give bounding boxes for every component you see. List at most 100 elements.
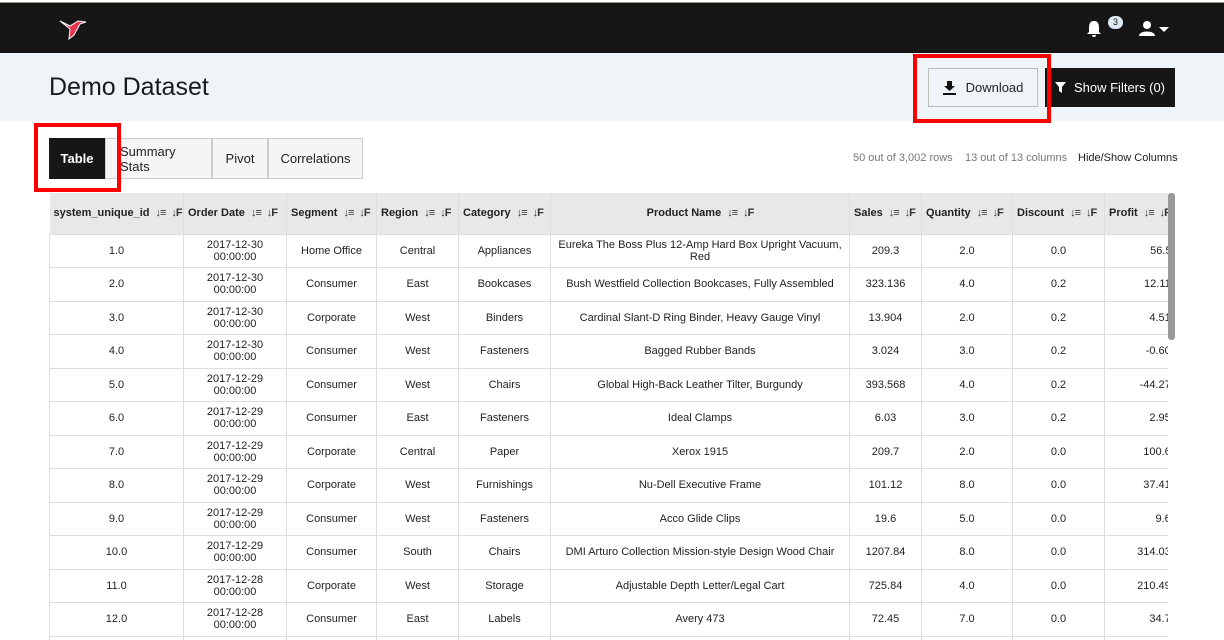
column-header[interactable]: Category ↓≡ ↓F xyxy=(458,193,551,234)
table-cell: 2017-12-29 00:00:00 xyxy=(183,535,287,570)
table-cell: 2017-12-29 00:00:00 xyxy=(183,468,287,503)
table-cell: Fasteners xyxy=(458,401,551,436)
table-cell: 1207.84 xyxy=(849,535,922,570)
table-row: 1.0 2017-12-30 00:00:00 Home Office Central… xyxy=(49,233,1168,268)
table-cell: -44.2764 xyxy=(1104,367,1168,402)
table-cell: 13.904 xyxy=(849,300,922,335)
column-header[interactable]: Quantity ↓≡ ↓F xyxy=(921,193,1013,234)
table-scrollbar[interactable] xyxy=(1168,193,1175,340)
table-cell: 37.4144 xyxy=(1104,468,1168,503)
table-cell: 56.511 xyxy=(1104,233,1168,268)
table-cell: Appliances xyxy=(458,233,551,268)
table-cell: Consumer xyxy=(286,602,377,637)
sort-ascending-icon[interactable]: ↓≡ xyxy=(976,207,988,220)
tab-summary-stats[interactable]: Summary Stats xyxy=(105,138,212,179)
sort-descending-icon[interactable]: ↓F xyxy=(440,207,451,220)
sort-ascending-icon[interactable]: ↓≡ xyxy=(727,207,738,220)
table-cell: 12.1176 xyxy=(1104,267,1168,302)
sort-ascending-icon[interactable]: ↓≡ xyxy=(343,207,354,220)
table-cell: 2.0 xyxy=(49,267,184,302)
tab-table[interactable]: Table xyxy=(49,138,105,179)
table-cell: Consumer xyxy=(286,367,377,402)
column-header[interactable]: Discount ↓≡ ↓F xyxy=(1012,193,1105,234)
sort-descending-icon[interactable]: ↓F xyxy=(743,207,754,220)
hummingbird-logo-icon[interactable] xyxy=(58,17,88,41)
show-filters-label: Show Filters (0) xyxy=(1073,80,1166,95)
filter-icon xyxy=(1054,82,1066,93)
sort-descending-icon[interactable]: ↓F xyxy=(904,207,916,220)
sort-descending-icon[interactable]: ↓F xyxy=(266,207,278,220)
table-cell: 725.84 xyxy=(849,568,922,603)
column-header-label: Discount xyxy=(1017,207,1065,220)
notification-badge: 3 xyxy=(1108,16,1123,29)
table-cell: 3.0 xyxy=(49,300,184,335)
table-cell: 9.0 xyxy=(49,501,184,536)
sort-ascending-icon[interactable]: ↓≡ xyxy=(516,207,528,220)
column-header[interactable]: Region ↓≡ ↓F xyxy=(376,193,459,234)
sort-descending-icon[interactable]: ↓F xyxy=(171,207,182,220)
table-cell xyxy=(1104,635,1168,640)
table-cell: Furnishings xyxy=(458,468,551,503)
sort-descending-icon[interactable]: ↓F xyxy=(992,207,1004,220)
column-header[interactable]: Profit ↓≡ ↓F xyxy=(1104,193,1168,234)
download-button[interactable]: Download xyxy=(928,68,1038,107)
tab-correlations[interactable]: Correlations xyxy=(268,138,363,179)
table-cell: 0.0 xyxy=(1012,568,1105,603)
sort-descending-icon[interactable]: ↓F xyxy=(359,207,370,220)
column-header[interactable]: Order Date ↓≡ ↓F xyxy=(183,193,287,234)
table-cell: 6.03 xyxy=(849,401,922,436)
hide-show-columns-link[interactable]: Hide/Show Columns xyxy=(1078,152,1178,164)
sort-descending-icon[interactable]: ↓F xyxy=(1159,207,1168,220)
table-cell: 0.0 xyxy=(1012,434,1105,469)
table-cell xyxy=(550,635,850,640)
table-row: 12.0 2017-12-28 00:00:00 Consumer East Label… xyxy=(49,602,1168,637)
table-cell: Bagged Rubber Bands xyxy=(550,334,850,369)
table-cell: Acco Glide Clips xyxy=(550,501,850,536)
table-row: 9.0 2017-12-29 00:00:00 Consumer West Fasten… xyxy=(49,501,1168,536)
column-header[interactable]: Sales ↓≡ ↓F xyxy=(849,193,922,234)
table-cell: Fasteners xyxy=(458,334,551,369)
bell-icon[interactable] xyxy=(1086,20,1102,38)
sort-descending-icon[interactable]: ↓F xyxy=(1085,207,1097,220)
sort-ascending-icon[interactable]: ↓≡ xyxy=(1143,207,1155,220)
sort-ascending-icon[interactable]: ↓≡ xyxy=(155,207,166,220)
table-cell xyxy=(458,635,551,640)
column-header-label: Segment xyxy=(291,207,338,220)
show-filters-button[interactable]: Show Filters (0) xyxy=(1045,68,1175,107)
column-header[interactable]: Product Name ↓≡ ↓F xyxy=(550,193,850,234)
table-cell xyxy=(921,635,1013,640)
table-cell: 2.0 xyxy=(921,434,1013,469)
table-cell: 2.9547 xyxy=(1104,401,1168,436)
table-cell: 8.0 xyxy=(921,468,1013,503)
table-cell: 3.0 xyxy=(921,401,1013,436)
column-header[interactable]: system_unique_id ↓≡ ↓F xyxy=(49,193,184,234)
sort-ascending-icon[interactable]: ↓≡ xyxy=(1070,207,1081,220)
table-cell: 10.0 xyxy=(49,535,184,570)
table-cell: 2017-12-28 00:00:00 xyxy=(183,602,287,637)
table-cell: West xyxy=(376,468,459,503)
column-header[interactable]: Segment ↓≡ ↓F xyxy=(286,193,377,234)
table-cell: West xyxy=(376,334,459,369)
table-cell: 4.0 xyxy=(921,367,1013,402)
tab-pivot[interactable]: Pivot xyxy=(212,138,268,179)
table-cell: 2017-12-30 00:00:00 xyxy=(183,233,287,268)
table-cell: Central xyxy=(376,233,459,268)
table-cell: Eureka The Boss Plus 12-Amp Hard Box Upr… xyxy=(550,233,850,268)
table-row: 10.0 2017-12-29 00:00:00 Consumer South Chai… xyxy=(49,535,1168,570)
sort-ascending-icon[interactable]: ↓≡ xyxy=(250,207,262,220)
table-cell: East xyxy=(376,602,459,637)
table-cell: 19.6 xyxy=(849,501,922,536)
sort-ascending-icon[interactable]: ↓≡ xyxy=(888,207,900,220)
table-cell xyxy=(849,635,922,640)
table-cell: 100.656 xyxy=(1104,434,1168,469)
sort-descending-icon[interactable]: ↓F xyxy=(532,207,544,220)
table-cell: 0.0 xyxy=(1012,468,1105,503)
table-cell: DMI Arturo Collection Mission-style Desi… xyxy=(550,535,850,570)
row-count: 50 out of 3,002 rows xyxy=(853,152,953,164)
table-cell: 4.0 xyxy=(921,267,1013,302)
user-menu-icon[interactable] xyxy=(1139,20,1171,38)
download-icon xyxy=(942,80,956,95)
sort-ascending-icon[interactable]: ↓≡ xyxy=(424,207,435,220)
table-cell: Home Office xyxy=(286,233,377,268)
table-cell: 7.0 xyxy=(49,434,184,469)
